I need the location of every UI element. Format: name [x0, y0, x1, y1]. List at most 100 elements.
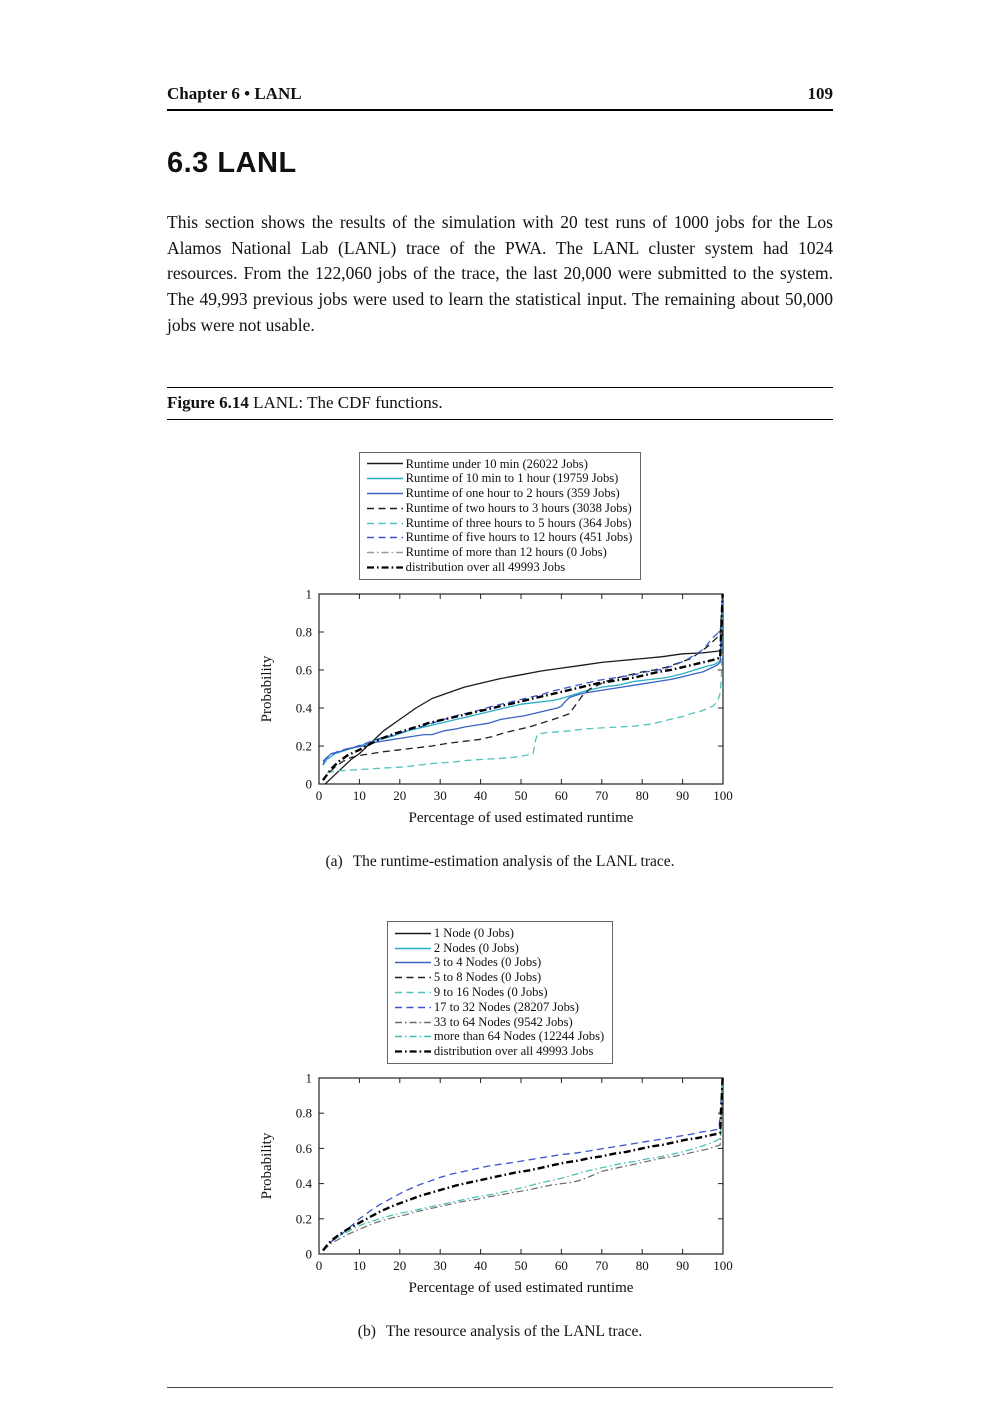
chart-b-legend: 1 Node (0 Jobs) 2 Nodes (0 Jobs) 3 to 4 No…: [386, 920, 614, 1065]
cdf-curve: [322, 593, 724, 781]
legend-line-sample-icon: [394, 1050, 431, 1053]
figure-rule-top: [167, 386, 833, 388]
legend-line-sample-icon: [366, 552, 403, 554]
x-tick-label: 60: [555, 1258, 568, 1273]
legend-line-sample-icon: [394, 1036, 431, 1038]
cdf-curve: [322, 1078, 724, 1252]
legend-row: 33 to 64 Nodes (9542 Jobs): [394, 1015, 604, 1030]
legend-line-sample-icon: [366, 492, 403, 495]
cdf-curve: [322, 1078, 724, 1252]
x-axis-label: Percentage of used estimated runtime: [409, 1280, 634, 1296]
figure-closing-rule: [167, 1387, 833, 1389]
legend-label: more than 64 Nodes (12244 Jobs): [433, 1029, 605, 1044]
y-axis-label: Probability: [259, 1132, 275, 1199]
legend-line-sample-icon: [366, 566, 403, 569]
x-tick-label: 40: [474, 1258, 487, 1273]
figure-rule-bottom: [167, 418, 833, 420]
x-tick-label: 100: [713, 788, 733, 803]
x-axis-label: Percentage of used estimated runtime: [409, 810, 634, 826]
legend-row: Runtime of 10 min to 1 hour (19759 Jobs): [366, 471, 633, 486]
legend-label: 2 Nodes (0 Jobs): [433, 940, 519, 955]
x-tick-label: 20: [393, 1258, 406, 1273]
y-tick-label: 0.6: [296, 1141, 313, 1156]
x-tick-label: 40: [474, 788, 487, 803]
legend-row: 3 to 4 Nodes (0 Jobs): [394, 955, 604, 971]
chapter-header: Chapter 6 • LANL: [167, 84, 302, 103]
subcaption-a: (a) The runtime-estimation analysis of th…: [167, 853, 833, 871]
subcaption-a-text: The runtime-estimation analysis of the L…: [352, 852, 675, 870]
legend-row: distribution over all 49993 Jobs: [394, 1044, 604, 1059]
y-axis-label: Probability: [259, 655, 275, 722]
subcaption-b-text: The resource analysis of the LANL trace.: [385, 1323, 643, 1341]
chart-a-legend: Runtime under 10 min (26022 Jobs) Runtime…: [358, 451, 642, 580]
legend-row: 2 Nodes (0 Jobs): [394, 941, 604, 956]
cdf-curve: [322, 1078, 724, 1252]
y-tick-label: 0.2: [296, 738, 312, 753]
chart-b-wrap: 0 10 20 30 40 50 60 70 80 90 100 0 0.2 0.4 0.6 0.8 1 Perc…: [167, 1070, 833, 1309]
figure-caption: Figure 6.14 LANL: The CDF functions.: [167, 388, 833, 419]
y-tick-label: 0: [306, 1247, 313, 1262]
x-tick-label: 80: [636, 788, 649, 803]
legend-line-sample-icon: [394, 932, 431, 935]
legend-line-sample-icon: [366, 522, 403, 524]
legend-label: Runtime under 10 min (26022 Jobs): [405, 456, 588, 471]
legend-row: 1 Node (0 Jobs): [394, 926, 604, 941]
x-tick-label: 60: [555, 788, 568, 803]
x-tick-label: 50: [515, 1258, 528, 1273]
x-tick-label: 90: [676, 788, 689, 803]
y-tick-label: 0.8: [296, 624, 312, 639]
x-tick-label: 20: [393, 788, 406, 803]
legend-label: Runtime of five hours to 12 hours (451 J…: [405, 530, 633, 545]
legend-row: Runtime of one hour to 2 hours (359 Jobs…: [366, 486, 633, 501]
figure-caption-text: LANL: The CDF functions.: [253, 392, 443, 412]
figure-label: Figure 6.14: [167, 392, 249, 412]
legend-label: 17 to 32 Nodes (28207 Jobs): [433, 999, 580, 1014]
legend-row: Runtime of more than 12 hours (0 Jobs): [366, 545, 633, 560]
x-tick-label: 0: [316, 788, 323, 803]
section-heading: 6.3 LANL: [167, 147, 297, 179]
subcaption-b-tag: (b): [357, 1323, 376, 1341]
legend-line-sample-icon: [394, 1006, 431, 1009]
figure-block: Figure 6.14 LANL: The CDF functions. Run…: [167, 386, 833, 1389]
legend-label: Runtime of three hours to 5 hours (364 J…: [405, 515, 632, 530]
x-tick-label: 0: [316, 1258, 323, 1273]
legend-label: 33 to 64 Nodes (9542 Jobs): [433, 1014, 573, 1029]
cdf-curve: [326, 593, 724, 774]
legend-line-sample-icon: [394, 962, 431, 964]
legend-line-sample-icon: [366, 478, 403, 480]
cdf-curve: [322, 593, 724, 766]
x-tick-label: 100: [713, 1258, 733, 1273]
y-tick-label: 0: [306, 776, 313, 791]
y-tick-label: 0.8: [296, 1106, 312, 1121]
legend-label: 9 to 16 Nodes (0 Jobs): [433, 985, 548, 1000]
y-tick-label: 0.2: [296, 1211, 312, 1226]
body-paragraph: This section shows the results of the si…: [167, 212, 833, 335]
legend-label: Runtime of two hours to 3 hours (3038 Jo…: [405, 500, 632, 515]
page-number: 109: [807, 84, 834, 103]
legend-row: 5 to 8 Nodes (0 Jobs): [394, 970, 604, 985]
legend-row: Runtime of three hours to 5 hours (364 J…: [366, 516, 633, 531]
legend-row: Runtime of two hours to 3 hours (3038 Jo…: [366, 501, 633, 516]
subcaption-b: (b) The resource analysis of the LANL tra…: [167, 1323, 833, 1341]
subcaption-a-tag: (a): [325, 852, 343, 870]
legend-label: Runtime of one hour to 2 hours (359 Jobs…: [405, 486, 620, 501]
legend-row: 9 to 16 Nodes (0 Jobs): [394, 985, 604, 1000]
x-tick-label: 30: [434, 1258, 447, 1273]
legend-row: more than 64 Nodes (12244 Jobs): [394, 1029, 605, 1045]
x-tick-label: 70: [595, 788, 608, 803]
legend-label: distribution over all 49993 Jobs: [433, 1044, 594, 1059]
legend-row: Runtime of five hours to 12 hours (451 J…: [366, 530, 633, 546]
legend-line-sample-icon: [394, 977, 431, 979]
cdf-curve: [322, 1078, 724, 1252]
legend-label: Runtime of 10 min to 1 hour (19759 Jobs): [405, 471, 619, 486]
legend-line-sample-icon: [394, 1021, 431, 1023]
y-tick-label: 0.6: [296, 662, 313, 677]
chart-a-wrap: 0 10 20 30 40 50 60 70 80 90 100 0 0.2 0.4 0.6 0.8 1 Perc…: [167, 586, 833, 839]
cdf-curve: [322, 593, 724, 781]
chart-a-plot: 0 10 20 30 40 50 60 70 80 90 100 0 0.2 0.4 0.6 0.8 1 Perc…: [259, 586, 733, 826]
legend-line-sample-icon: [394, 991, 431, 994]
legend-label: Runtime of more than 12 hours (0 Jobs): [405, 545, 607, 560]
running-header: Chapter 6 • LANL 109: [167, 84, 833, 111]
x-tick-label: 80: [636, 1258, 649, 1273]
